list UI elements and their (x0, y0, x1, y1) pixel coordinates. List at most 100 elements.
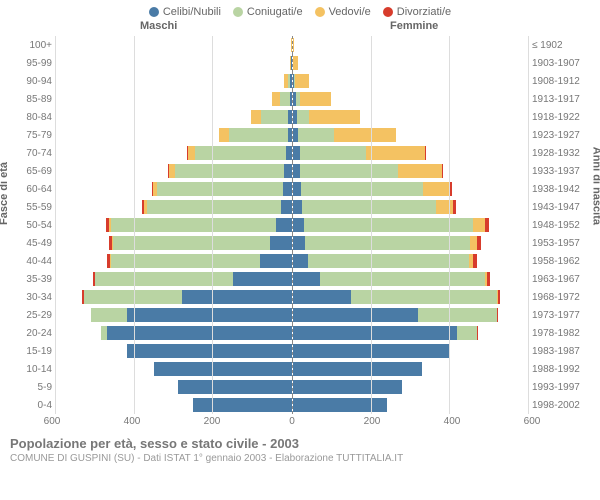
gridline (212, 378, 213, 396)
gridline (449, 270, 450, 288)
male-side (56, 324, 292, 342)
gridline (134, 378, 135, 396)
male-side (56, 360, 292, 378)
age-label: 0-4 (8, 400, 56, 411)
legend-label: Celibi/Nubili (163, 6, 221, 18)
gridline (212, 234, 213, 252)
age-row: 95-991903-1907 (8, 54, 592, 72)
bar-segment (293, 146, 300, 160)
gridline (134, 126, 135, 144)
bar-segment (450, 182, 452, 196)
male-side (56, 216, 292, 234)
bar-area (56, 90, 528, 108)
legend-label: Vedovi/e (329, 6, 371, 18)
male-bar (93, 272, 292, 286)
female-bar (293, 146, 426, 160)
gridline (449, 90, 450, 108)
age-label: 30-34 (8, 292, 56, 303)
bar-segment (485, 218, 489, 232)
bar-segment (147, 200, 280, 214)
female-bar (293, 236, 481, 250)
gridline (134, 108, 135, 126)
gridline (528, 72, 529, 90)
age-row: 40-441958-1962 (8, 252, 592, 270)
male-side (56, 270, 292, 288)
footer: Popolazione per età, sesso e stato civil… (10, 436, 590, 464)
x-tick: 0 (289, 416, 295, 427)
year-label: 1978-1982 (528, 328, 592, 339)
bar-segment (473, 218, 485, 232)
legend-swatch (315, 7, 325, 17)
bar-area (56, 288, 528, 306)
gridline (528, 360, 529, 378)
legend-swatch (233, 7, 243, 17)
gridline (449, 378, 450, 396)
age-row: 50-541948-1952 (8, 216, 592, 234)
age-row: 65-691933-1937 (8, 162, 592, 180)
gridline (449, 216, 450, 234)
female-side (292, 72, 529, 90)
bar-segment (308, 254, 469, 268)
female-side (292, 36, 529, 54)
bar-segment (498, 290, 500, 304)
age-label: 35-39 (8, 274, 56, 285)
x-tick: 600 (44, 416, 61, 427)
gridline (55, 324, 56, 342)
gridline (528, 216, 529, 234)
bar-segment (423, 182, 450, 196)
bar-area (56, 36, 528, 54)
gridline (528, 342, 529, 360)
bar-area (56, 162, 528, 180)
female-side (292, 216, 529, 234)
gridline (134, 180, 135, 198)
female-bar (293, 200, 456, 214)
male-side (56, 180, 292, 198)
bar-area (56, 54, 528, 72)
bar-area (56, 378, 528, 396)
bar-segment (295, 74, 309, 88)
bar-segment (293, 308, 419, 322)
female-side (292, 144, 529, 162)
gridline (449, 288, 450, 306)
bar-area (56, 108, 528, 126)
gridline (371, 90, 372, 108)
bar-segment (334, 128, 397, 142)
bar-segment (107, 326, 291, 340)
female-side (292, 288, 529, 306)
gridline (371, 252, 372, 270)
gridline (134, 396, 135, 414)
gridline (371, 378, 372, 396)
bar-segment (487, 272, 490, 286)
gridline (55, 216, 56, 234)
gridline (212, 162, 213, 180)
bar-area (56, 216, 528, 234)
year-label: 1923-1927 (528, 130, 592, 141)
gridline (371, 72, 372, 90)
bar-area (56, 360, 528, 378)
male-side (56, 342, 292, 360)
female-bar (293, 92, 331, 106)
age-row: 45-491953-1957 (8, 234, 592, 252)
year-label: 1928-1932 (528, 148, 592, 159)
female-side (292, 324, 529, 342)
gridline (55, 378, 56, 396)
female-bar (293, 38, 294, 52)
female-bar (293, 218, 489, 232)
gridline (449, 342, 450, 360)
year-label: 1933-1937 (528, 166, 592, 177)
year-label: 1943-1947 (528, 202, 592, 213)
age-label: 20-24 (8, 328, 56, 339)
legend-swatch (383, 7, 393, 17)
year-label: 1903-1907 (528, 58, 592, 69)
gridline (371, 324, 372, 342)
bar-segment (293, 398, 387, 412)
x-tick: 400 (124, 416, 141, 427)
bar-segment (300, 164, 398, 178)
male-bar (107, 254, 291, 268)
bar-segment (280, 92, 290, 106)
bar-segment (91, 308, 126, 322)
female-side (292, 126, 529, 144)
bar-segment (219, 128, 229, 142)
gridline (528, 180, 529, 198)
gridline (212, 324, 213, 342)
